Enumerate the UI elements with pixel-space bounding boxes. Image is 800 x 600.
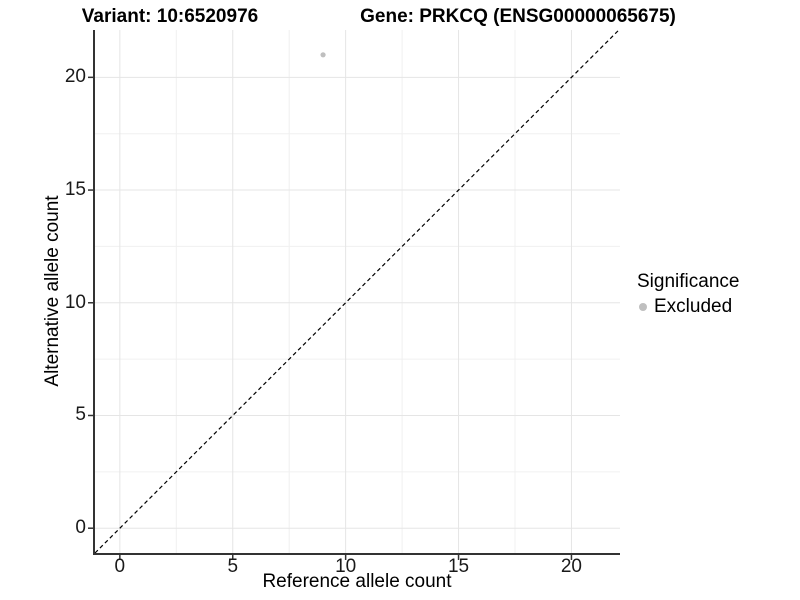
x-tick-label: 0 xyxy=(114,556,126,577)
y-tick-label: 15 xyxy=(64,179,86,201)
legend-key-point-icon xyxy=(639,303,647,311)
plot-title-variant: Variant: 10:6520976 xyxy=(81,6,259,27)
legend-entry-label: Excluded xyxy=(654,296,733,317)
data-point xyxy=(320,52,326,58)
x-tick-label: 20 xyxy=(560,556,583,577)
y-tick-label: 20 xyxy=(64,66,86,88)
x-tick-label: 15 xyxy=(447,556,470,577)
plot-title-gene: Gene: PRKCQ (ENSG00000065675) xyxy=(360,6,676,27)
identity-dashed-line xyxy=(94,29,620,554)
x-tick-label: 10 xyxy=(335,556,357,577)
legend-entry-excluded: Excluded xyxy=(637,296,739,318)
legend-title: Significance xyxy=(637,271,740,292)
x-tick-label: 5 xyxy=(227,556,239,577)
y-tick-label: 0 xyxy=(75,517,86,539)
y-axis-title: Alternative allele count xyxy=(42,195,63,387)
legend: Significance Excluded xyxy=(637,271,739,318)
y-tick-label: 10 xyxy=(64,291,86,313)
y-tick-label: 5 xyxy=(75,404,86,426)
x-axis-title: Reference allele count xyxy=(262,571,452,592)
